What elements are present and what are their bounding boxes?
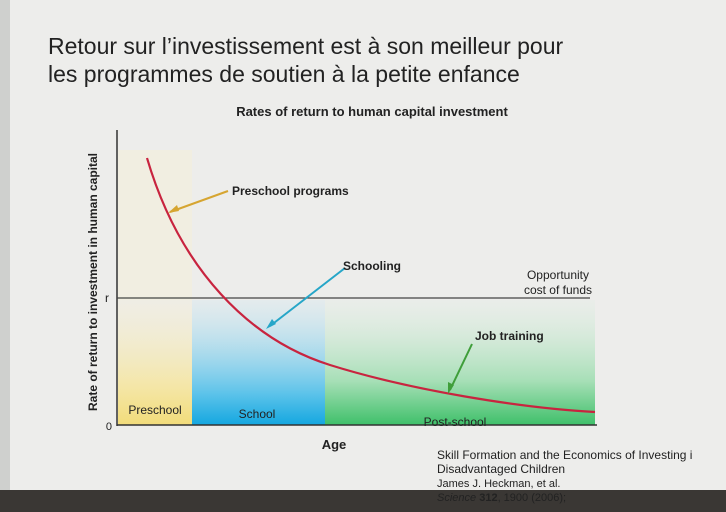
region-label: Preschool [128,403,181,417]
origin-label: 0 [106,421,112,433]
citation-authors: James J. Heckman, et al. [437,478,561,490]
slide-edge [0,0,10,512]
y-marker: r [105,291,109,305]
figure-title: Rates of return to human capital investm… [236,104,508,119]
citation-pages: , 1900 (2006); [498,492,567,504]
preschool-region-top [118,150,192,300]
x-axis-label: Age [322,437,347,452]
annotation: Opportunity [527,268,589,282]
post-school-region [325,300,595,425]
slide-title: Retour sur l’investissement est à son me… [48,33,564,59]
y-axis-label: Rate of return to investment in human ca… [86,153,100,411]
slide-title: les programmes de soutien à la petite en… [48,61,520,87]
slide-photo: Retour sur l’investissement est à son me… [0,0,726,512]
screen-bezel [0,490,726,512]
region-label: Post-school [424,415,487,429]
citation-reference: Science 312, 1900 (2006); [437,492,566,504]
citation-title: Skill Formation and the Economics of Inv… [437,448,692,462]
annotation: Job training [475,329,544,343]
citation-journal: Science [437,492,476,504]
annotation: Schooling [343,259,401,273]
citation-volume: 312 [479,492,497,504]
annotation: cost of funds [524,283,592,297]
region-label: School [239,407,276,421]
annotation: Preschool programs [232,184,349,198]
citation-title: Disadvantaged Children [437,462,565,476]
